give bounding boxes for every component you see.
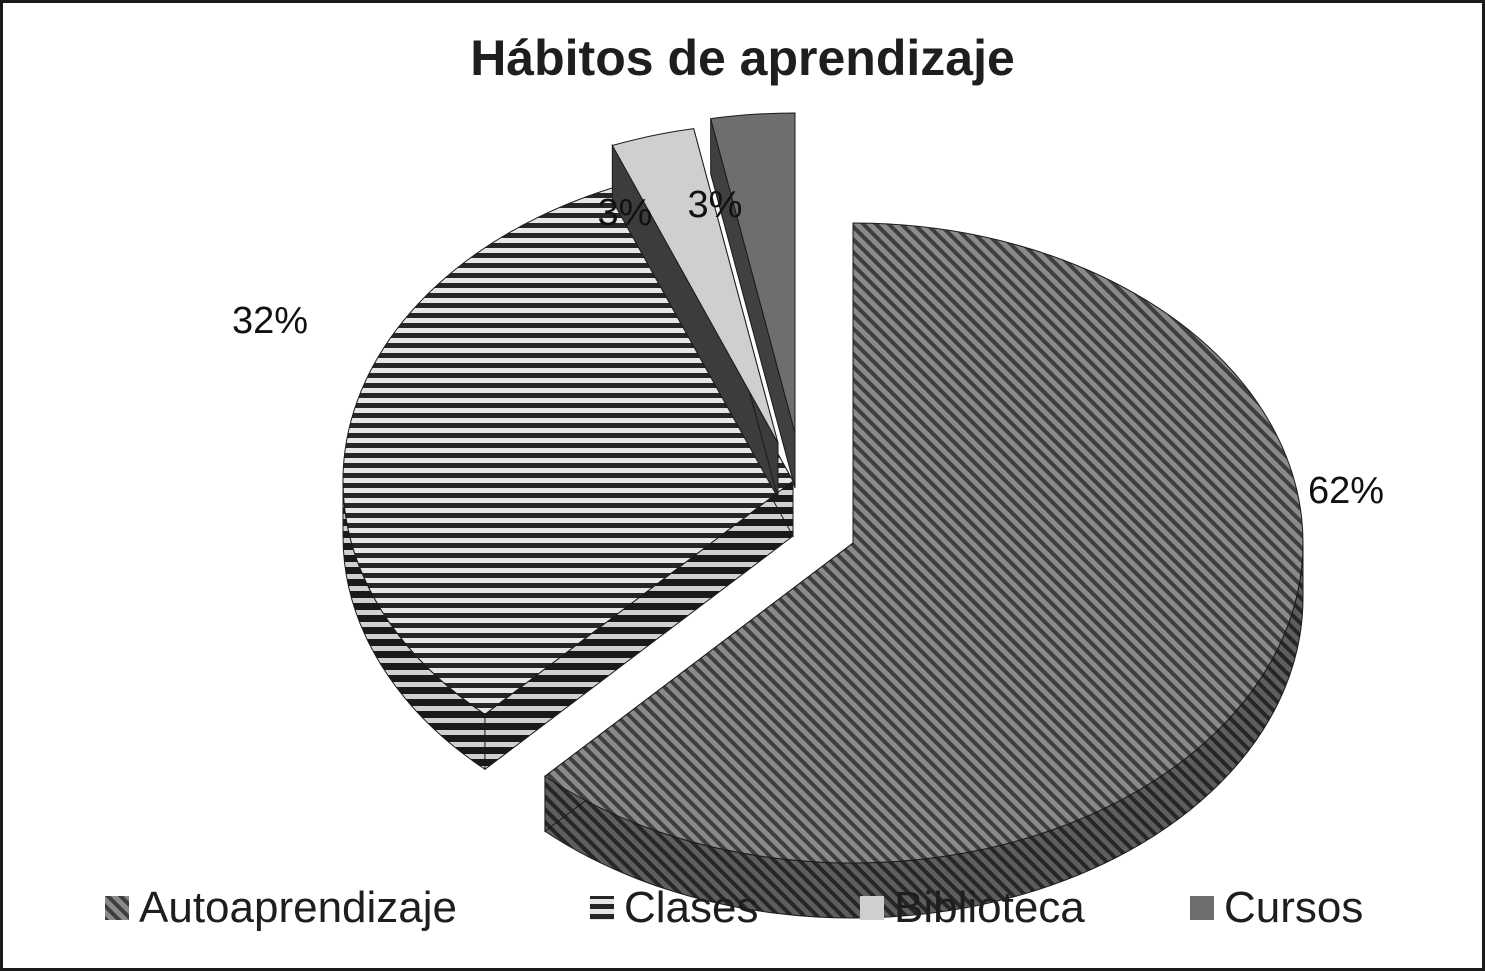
pie-slice-autoaprendizaje <box>544 222 1304 919</box>
legend-swatch-autoaprendizaje <box>105 896 129 920</box>
legend-item-cursos: Cursos <box>1188 883 1363 933</box>
legend-label-cursos: Cursos <box>1224 883 1364 932</box>
data-label-clases: 32% <box>232 300 308 342</box>
legend-swatch-clases <box>590 896 614 920</box>
legend-label-autoaprendizaje: Autoaprendizaje <box>139 883 458 932</box>
pie-slice-top-cursos <box>710 112 796 434</box>
data-label-biblioteca: 3% <box>598 192 653 234</box>
pie-slice-top-biblioteca <box>611 128 779 444</box>
legend-label-clases: Clases <box>624 883 759 932</box>
chart-title: Hábitos de aprendizaje <box>470 30 1015 86</box>
legend-swatch-biblioteca <box>860 896 884 920</box>
pie-slice-top-autoaprendizaje <box>544 222 1304 864</box>
legend-label-biblioteca: Biblioteca <box>894 883 1085 932</box>
legend-item-clases: Clases <box>588 883 759 933</box>
legend-item-biblioteca: Biblioteca <box>858 883 1085 933</box>
legend-item-autoaprendizaje: Autoaprendizaje <box>103 883 457 933</box>
legend-swatch-cursos <box>1190 896 1214 920</box>
data-label-autoaprendizaje: 62% <box>1308 470 1384 512</box>
pie-chart: 62% 32% 3% 3% <box>232 112 1384 919</box>
pie-slice-cursos <box>710 112 796 489</box>
data-label-cursos: 3% <box>688 184 743 226</box>
chart-legend: Autoaprendizaje Clases Biblioteca Cursos <box>3 883 1482 943</box>
pie-slice-biblioteca <box>611 128 779 500</box>
